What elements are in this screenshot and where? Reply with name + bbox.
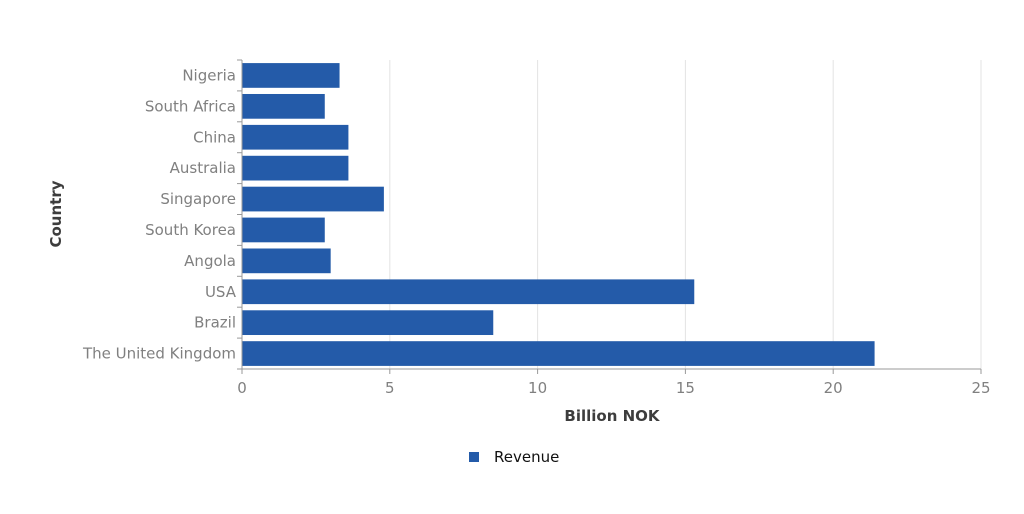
y-axis-title: Country [47, 180, 65, 247]
bar-angola[interactable] [242, 248, 331, 274]
axes [237, 59, 982, 374]
y-tick-label-usa: USA [205, 283, 237, 301]
bar-the-united-kingdom[interactable] [242, 341, 875, 366]
bar-south-africa[interactable] [242, 93, 325, 119]
x-tick-label-15: 15 [676, 379, 695, 397]
legend-swatch-revenue [469, 452, 479, 462]
y-tick-label-australia: Australia [170, 159, 236, 177]
y-tick-label-brazil: Brazil [194, 314, 236, 332]
x-tick-label-25: 25 [971, 379, 990, 397]
x-tick-label-0: 0 [237, 379, 247, 397]
legend[interactable]: Revenue [469, 448, 559, 466]
bar-brazil[interactable] [242, 310, 494, 336]
y-tick-label-angola: Angola [184, 252, 236, 270]
bar-australia[interactable] [242, 155, 349, 181]
y-tick-label-the-united-kingdom: The United Kingdom [82, 345, 236, 363]
x-tick-label-20: 20 [824, 379, 843, 397]
bar-nigeria[interactable] [242, 63, 340, 88]
bars [242, 63, 875, 366]
x-tick-label-10: 10 [528, 379, 547, 397]
bar-china[interactable] [242, 124, 349, 150]
bar-south-korea[interactable] [242, 217, 325, 243]
bar-singapore[interactable] [242, 186, 384, 212]
tick-labels: 0 5 10 15 20 25 Nigeria South Africa China Austra… [82, 66, 991, 397]
bar-usa[interactable] [242, 279, 695, 305]
x-tick-label-5: 5 [385, 379, 395, 397]
legend-label-revenue: Revenue [494, 448, 559, 466]
y-tick-label-nigeria: Nigeria [182, 66, 236, 84]
y-tick-label-china: China [193, 128, 236, 146]
y-tick-label-south-korea: South Korea [145, 221, 236, 239]
y-tick-label-singapore: Singapore [160, 190, 236, 208]
x-axis-title: Billion NOK [564, 407, 661, 425]
y-tick-label-south-africa: South Africa [145, 97, 236, 115]
